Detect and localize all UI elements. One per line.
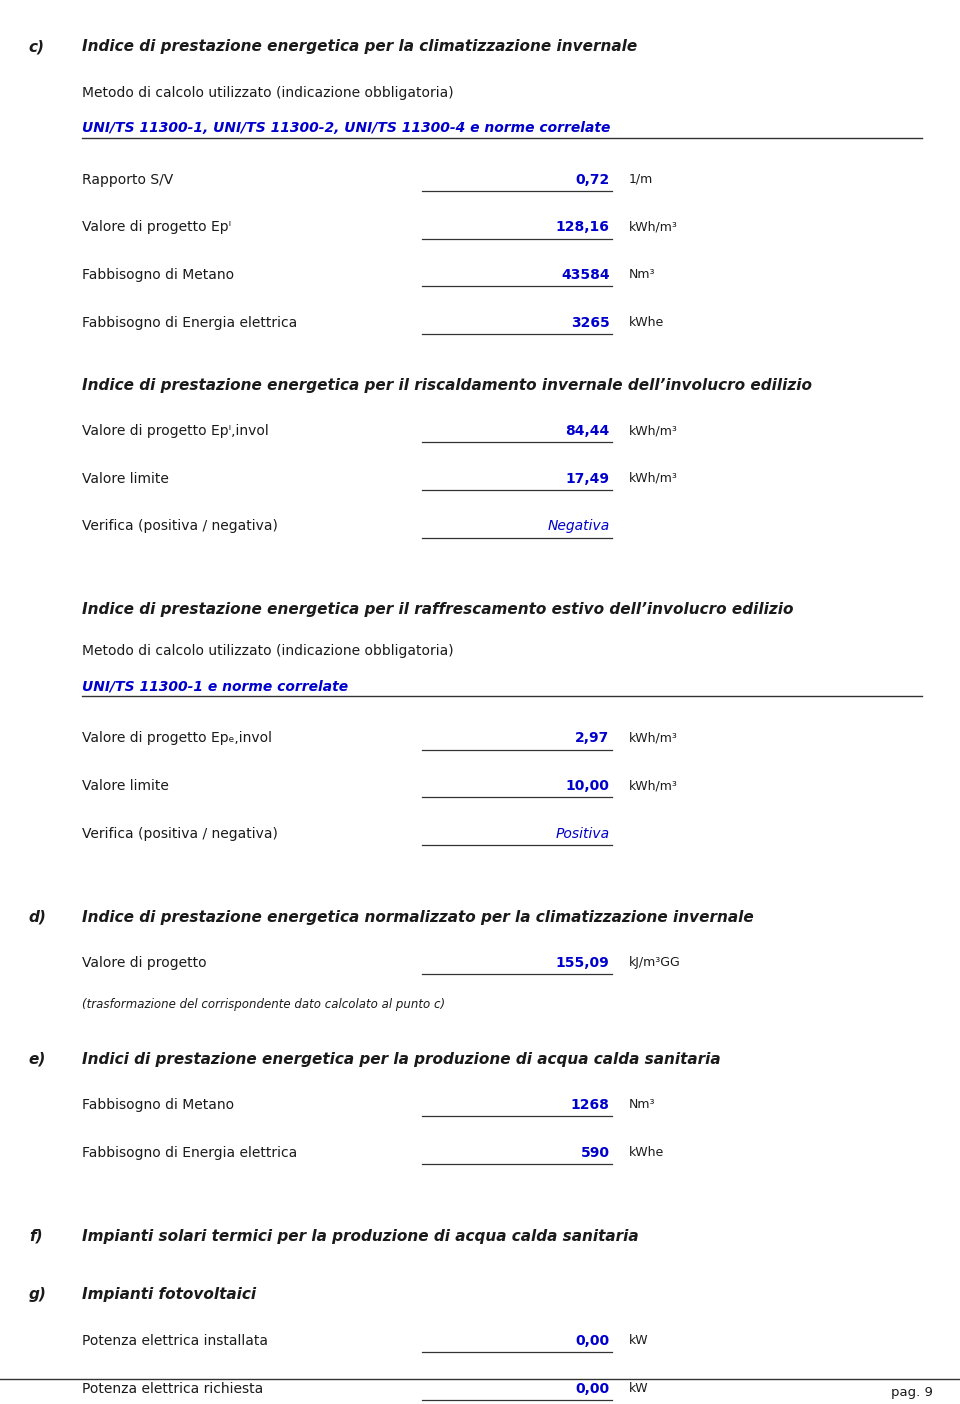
Text: 0,72: 0,72 (575, 173, 610, 187)
Text: 1/m: 1/m (629, 173, 653, 185)
Text: g): g) (29, 1287, 47, 1303)
Text: UNI/TS 11300-1, UNI/TS 11300-2, UNI/TS 11300-4 e norme correlate: UNI/TS 11300-1, UNI/TS 11300-2, UNI/TS 1… (82, 121, 610, 135)
Text: f): f) (29, 1228, 42, 1244)
Text: Nm³: Nm³ (629, 268, 656, 281)
Text: Valore di progetto Epᴵ,invol: Valore di progetto Epᴵ,invol (82, 424, 269, 438)
Text: d): d) (29, 910, 47, 925)
Text: Valore di progetto Epₑ,invol: Valore di progetto Epₑ,invol (82, 731, 272, 746)
Text: Valore di progetto Epᴵ: Valore di progetto Epᴵ (82, 220, 230, 234)
Text: kWh/m³: kWh/m³ (629, 472, 678, 484)
Text: Positiva: Positiva (556, 827, 610, 841)
Text: Nm³: Nm³ (629, 1098, 656, 1111)
Text: Potenza elettrica richiesta: Potenza elettrica richiesta (82, 1382, 263, 1396)
Text: kJ/m³GG: kJ/m³GG (629, 956, 681, 969)
Text: Negativa: Negativa (547, 519, 610, 534)
Text: Fabbisogno di Metano: Fabbisogno di Metano (82, 268, 233, 282)
Text: 43584: 43584 (561, 268, 610, 282)
Text: Valore di progetto: Valore di progetto (82, 956, 206, 970)
Text: kWh/m³: kWh/m³ (629, 220, 678, 233)
Text: kWhe: kWhe (629, 316, 664, 329)
Text: pag. 9: pag. 9 (891, 1386, 933, 1398)
Text: 3265: 3265 (571, 316, 610, 330)
Text: Indice di prestazione energetica normalizzato per la climatizzazione invernale: Indice di prestazione energetica normali… (82, 910, 754, 925)
Text: e): e) (29, 1052, 46, 1067)
Text: kWh/m³: kWh/m³ (629, 779, 678, 792)
Text: Impianti solari termici per la produzione di acqua calda sanitaria: Impianti solari termici per la produzion… (82, 1228, 638, 1244)
Text: 128,16: 128,16 (556, 220, 610, 234)
Text: Impianti fotovoltaici: Impianti fotovoltaici (82, 1287, 255, 1303)
Text: 1268: 1268 (571, 1098, 610, 1112)
Text: Potenza elettrica installata: Potenza elettrica installata (82, 1334, 268, 1348)
Text: 10,00: 10,00 (565, 779, 610, 793)
Text: Indice di prestazione energetica per il raffrescamento estivo dell’involucro edi: Indice di prestazione energetica per il … (82, 602, 793, 618)
Text: UNI/TS 11300-1 e norme correlate: UNI/TS 11300-1 e norme correlate (82, 680, 348, 694)
Text: Metodo di calcolo utilizzato (indicazione obbligatoria): Metodo di calcolo utilizzato (indicazion… (82, 86, 453, 100)
Text: kWhe: kWhe (629, 1146, 664, 1158)
Text: c): c) (29, 39, 45, 55)
Text: kW: kW (629, 1382, 648, 1394)
Text: Rapporto S/V: Rapporto S/V (82, 173, 173, 187)
Text: (trasformazione del corrispondente dato calcolato al punto c): (trasformazione del corrispondente dato … (82, 998, 444, 1011)
Text: 17,49: 17,49 (565, 472, 610, 486)
Text: Valore limite: Valore limite (82, 779, 168, 793)
Text: Fabbisogno di Energia elettrica: Fabbisogno di Energia elettrica (82, 316, 297, 330)
Text: Verifica (positiva / negativa): Verifica (positiva / negativa) (82, 827, 277, 841)
Text: 155,09: 155,09 (556, 956, 610, 970)
Text: kWh/m³: kWh/m³ (629, 731, 678, 744)
Text: Indice di prestazione energetica per il riscaldamento invernale dell’involucro e: Indice di prestazione energetica per il … (82, 378, 811, 393)
Text: Fabbisogno di Energia elettrica: Fabbisogno di Energia elettrica (82, 1146, 297, 1160)
Text: 84,44: 84,44 (565, 424, 610, 438)
Text: kWh/m³: kWh/m³ (629, 424, 678, 437)
Text: 2,97: 2,97 (575, 731, 610, 746)
Text: Valore limite: Valore limite (82, 472, 168, 486)
Text: Fabbisogno di Metano: Fabbisogno di Metano (82, 1098, 233, 1112)
Text: 0,00: 0,00 (575, 1382, 610, 1396)
Text: Verifica (positiva / negativa): Verifica (positiva / negativa) (82, 519, 277, 534)
Text: 590: 590 (581, 1146, 610, 1160)
Text: Indici di prestazione energetica per la produzione di acqua calda sanitaria: Indici di prestazione energetica per la … (82, 1052, 720, 1067)
Text: kW: kW (629, 1334, 648, 1346)
Text: 0,00: 0,00 (575, 1334, 610, 1348)
Text: Metodo di calcolo utilizzato (indicazione obbligatoria): Metodo di calcolo utilizzato (indicazion… (82, 644, 453, 658)
Text: Indice di prestazione energetica per la climatizzazione invernale: Indice di prestazione energetica per la … (82, 39, 636, 55)
